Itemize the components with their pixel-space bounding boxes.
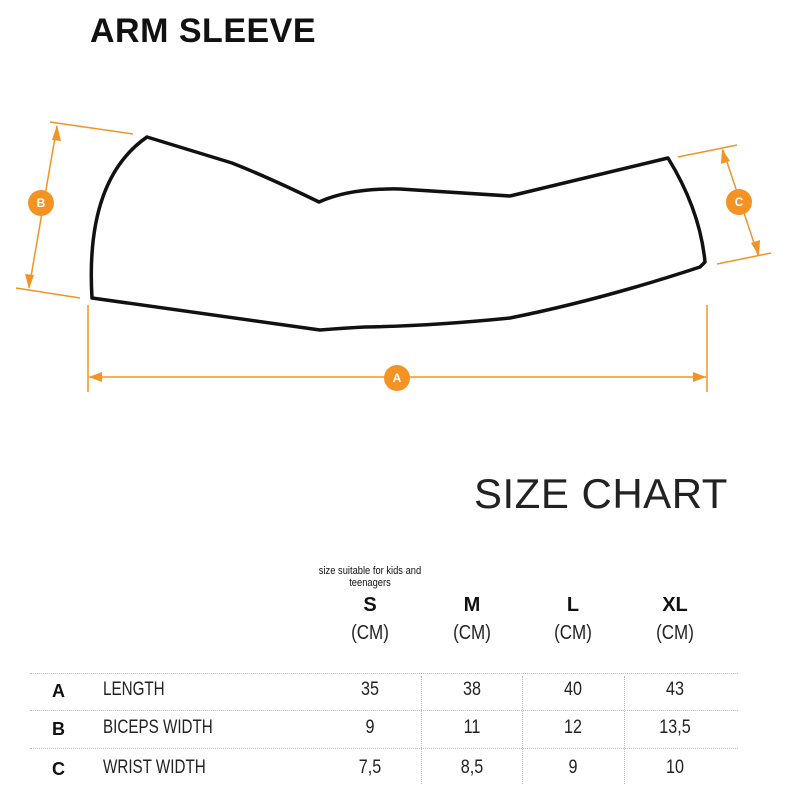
- cell-value: 35: [361, 679, 379, 700]
- size-header-xl: XL: [662, 594, 688, 616]
- product-title: ARM SLEEVE: [90, 12, 317, 50]
- marker-c: [726, 189, 752, 215]
- cell-value: 8,5: [460, 757, 484, 778]
- a-arrow-left: [89, 372, 102, 382]
- cell-value: 12: [564, 717, 582, 738]
- b-arrow-top: [52, 125, 61, 141]
- marker-a: [384, 365, 410, 391]
- c-tick-top: [677, 144, 738, 158]
- row-label: WRIST WIDTH: [103, 757, 206, 778]
- unit-m: (CM): [453, 622, 491, 644]
- unit-l: (CM): [554, 622, 592, 644]
- cell-value: 13,5: [659, 717, 691, 738]
- b-arrow-bottom: [25, 274, 34, 289]
- row-divider: [30, 748, 738, 749]
- row-label: BICEPS WIDTH: [103, 717, 213, 738]
- cell-value: 38: [463, 679, 481, 700]
- c-arrow-bottom: [751, 240, 760, 256]
- cell-value: 11: [463, 717, 481, 738]
- row-letter: C: [52, 759, 65, 779]
- marker-b-label: B: [37, 196, 46, 210]
- row-label: LENGTH: [103, 679, 165, 700]
- cell-value: 9: [568, 757, 578, 778]
- cell-value: 10: [666, 757, 684, 778]
- a-arrow-right: [693, 372, 706, 382]
- b-tick-bottom: [15, 287, 81, 299]
- row-divider: [30, 710, 738, 711]
- c-arrow-top: [721, 149, 730, 164]
- size-header-s: S: [363, 594, 377, 616]
- size-header-l: L: [566, 594, 580, 616]
- row-divider: [30, 673, 738, 674]
- kids-size-note: size suitable for kids and teenagers: [318, 565, 422, 589]
- unit-xl: (CM): [656, 622, 694, 644]
- sleeve-diagram: B C A: [15, 121, 772, 392]
- row-letter: B: [52, 719, 65, 739]
- sleeve-outline: [89, 135, 707, 332]
- unit-s: (CM): [351, 622, 389, 644]
- cell-value: 7,5: [358, 757, 382, 778]
- size-header-m: M: [463, 594, 481, 616]
- cell-value: 9: [365, 717, 375, 738]
- column-divider: [624, 676, 625, 784]
- marker-b: [28, 190, 54, 216]
- marker-c-label: C: [735, 195, 744, 209]
- column-divider: [421, 676, 422, 784]
- c-tick-bottom: [716, 252, 772, 265]
- cell-value: 40: [564, 679, 582, 700]
- marker-a-label: A: [393, 371, 402, 385]
- column-divider: [522, 676, 523, 784]
- cell-value: 43: [666, 679, 684, 700]
- b-tick-top: [49, 121, 134, 135]
- row-letter: A: [52, 681, 65, 701]
- size-chart-title: SIZE CHART: [474, 470, 728, 517]
